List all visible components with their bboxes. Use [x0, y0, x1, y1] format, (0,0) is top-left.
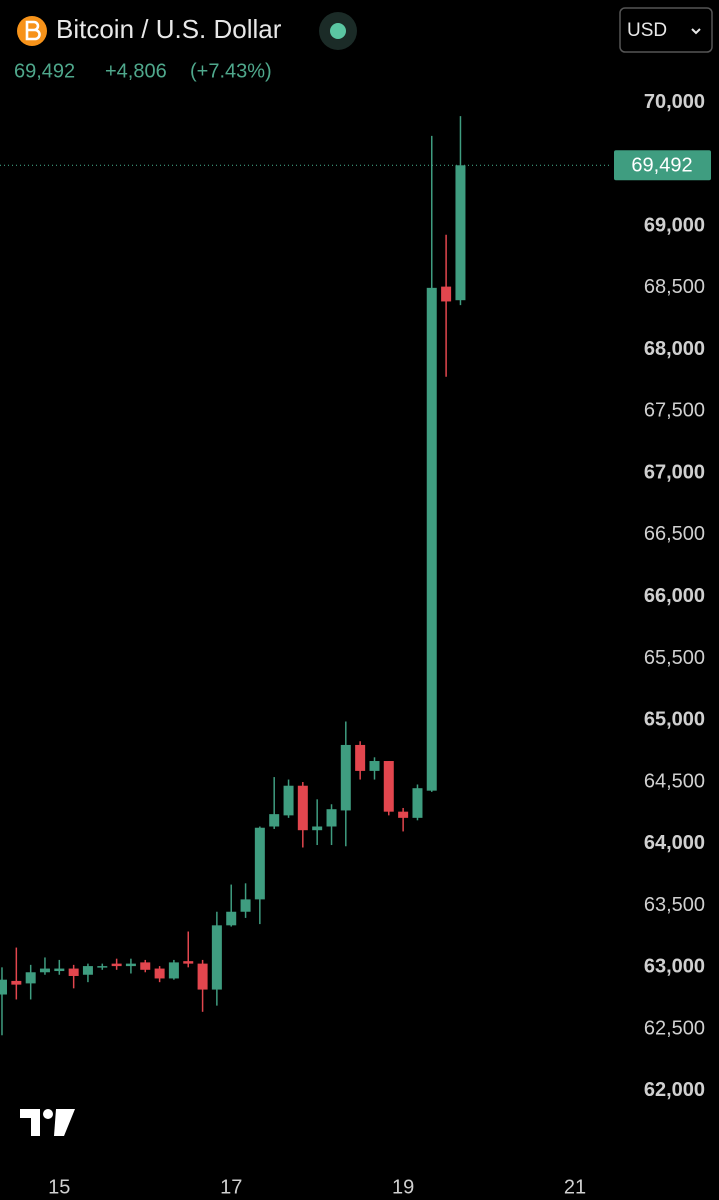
x-tick-label: 21 [564, 1176, 586, 1198]
candle-body [355, 744, 366, 771]
currency-select[interactable] [619, 7, 713, 53]
y-tick-label: 63,000 [644, 956, 705, 978]
candle-body [383, 761, 394, 812]
candle-body [125, 963, 136, 967]
candle-body [68, 968, 79, 976]
price-change-percent: (+7.43%) [190, 60, 272, 82]
candle-body [168, 962, 179, 979]
candle-body [441, 286, 452, 302]
y-tick-label: 70,000 [644, 91, 705, 113]
candle-body [0, 979, 7, 995]
candle-body [369, 761, 380, 771]
candle-body [297, 785, 308, 831]
candle-body [111, 963, 122, 967]
tradingview-logo [20, 1109, 75, 1136]
y-tick-label: 66,500 [644, 523, 705, 545]
last-price: 69,492 [14, 60, 75, 82]
candle-body [283, 785, 294, 816]
dropdown-chevron[interactable] [691, 28, 701, 35]
candle-body [54, 968, 65, 972]
last-price-box-label: 69,492 [631, 155, 692, 177]
candle-body [340, 744, 351, 811]
candle-body [455, 165, 466, 301]
candle-body [211, 925, 222, 990]
candle-body [39, 968, 50, 973]
y-tick-label: 67,500 [644, 400, 705, 422]
y-tick-label: 65,500 [644, 647, 705, 669]
y-tick-label: 62,000 [644, 1079, 705, 1101]
x-tick-label: 15 [48, 1176, 70, 1198]
candle-body [312, 826, 323, 831]
y-tick-label: 65,000 [644, 709, 705, 731]
candle-body [197, 963, 208, 990]
candle-body [398, 811, 409, 818]
y-tick-label: 67,000 [644, 461, 705, 483]
candle-body [82, 966, 93, 975]
candle-body [254, 827, 265, 900]
candle-body [183, 961, 194, 964]
market-open-dot [330, 23, 346, 39]
y-tick-label: 68,500 [644, 276, 705, 298]
candle-body [240, 899, 251, 912]
candle-body [140, 962, 151, 970]
candle-body [25, 972, 36, 984]
candle-body [11, 980, 22, 985]
symbol-title: Bitcoin / U.S. Dollar [56, 14, 282, 44]
x-tick-label: 17 [220, 1176, 242, 1198]
y-tick-label: 66,000 [644, 585, 705, 607]
currency-label[interactable]: USD [627, 20, 667, 41]
y-tick-label: 63,500 [644, 894, 705, 916]
y-tick-label: 68,000 [644, 338, 705, 360]
y-tick-label: 69,000 [644, 214, 705, 236]
x-tick-label: 19 [392, 1176, 414, 1198]
y-tick-label: 64,500 [644, 770, 705, 792]
candle-body [154, 968, 165, 979]
candle-body [412, 788, 423, 818]
price-change: +4,806 [105, 60, 167, 82]
candle-body [269, 814, 280, 827]
candle-body [326, 809, 337, 827]
y-tick-label: 62,500 [644, 1017, 705, 1039]
y-tick-label: 64,000 [644, 832, 705, 854]
candle-body [97, 966, 108, 968]
last-price-box [614, 150, 711, 181]
bitcoin-glyph [25, 20, 41, 41]
candle-body [226, 911, 237, 926]
candle-body [426, 287, 437, 791]
